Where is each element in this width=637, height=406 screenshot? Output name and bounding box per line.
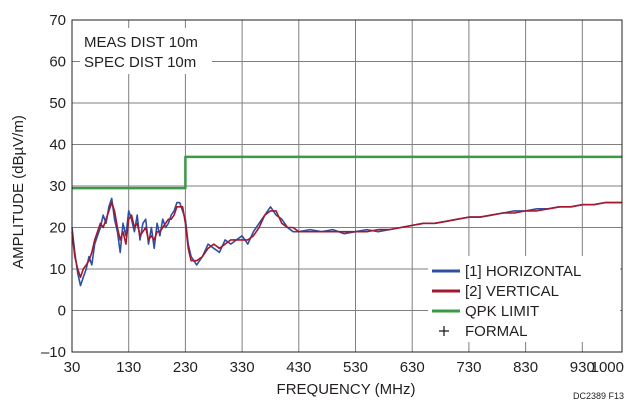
x-tick-label: 630 — [400, 359, 425, 376]
series-2-vertical — [71, 201, 622, 279]
x-tick-label: 1000 — [591, 359, 624, 376]
x-tick-label: 430 — [286, 359, 311, 376]
legend-label: QPK LIMIT — [465, 303, 539, 320]
x-tick-label: 530 — [343, 359, 368, 376]
x-tick-label: 830 — [513, 359, 538, 376]
x-tick-label: 130 — [116, 359, 141, 376]
legend-label: FORMAL — [465, 323, 528, 340]
y-tick-label: 10 — [49, 261, 66, 278]
annotation-meas-dist: MEAS DIST 10m — [84, 34, 198, 51]
series-layer — [71, 155, 622, 287]
x-tick-label: 230 — [173, 359, 198, 376]
plot-frame — [71, 19, 623, 353]
x-tick-label: 330 — [230, 359, 255, 376]
legend: [1] HORIZONTAL [2] VERTICAL QPK LIMIT FORMA… — [428, 256, 620, 342]
y-tick-label: 0 — [58, 303, 66, 320]
y-tick-label: 60 — [49, 54, 66, 71]
y-tick-label: 30 — [49, 178, 66, 195]
annotation-spec-dist: SPEC DIST 10m — [84, 54, 196, 71]
series-qpk-limit — [72, 155, 622, 190]
x-tick-label: 730 — [456, 359, 481, 376]
y-tick-label: 50 — [49, 95, 66, 112]
grid-lines — [71, 19, 623, 353]
y-tick-label: 20 — [49, 220, 66, 237]
x-tick-label: 30 — [64, 359, 81, 376]
legend-label: [1] HORIZONTAL — [465, 263, 581, 280]
y-tick-label: –10 — [41, 344, 66, 361]
annotation-box: MEAS DIST 10m SPEC DIST 10m — [80, 28, 212, 74]
figure-code: DC2389 F13 — [573, 391, 624, 401]
x-axis-label: FREQUENCY (MHz) — [277, 381, 416, 398]
y-tick-label: 70 — [49, 12, 66, 29]
legend-label: [2] VERTICAL — [465, 283, 559, 300]
x-tick-label: 930 — [570, 359, 595, 376]
y-tick-labels: –10 0 10 20 30 40 50 60 70 — [41, 12, 66, 361]
y-axis-label: AMPLITUDE (dBµV/m) — [10, 115, 27, 269]
y-tick-label: 40 — [49, 137, 66, 154]
